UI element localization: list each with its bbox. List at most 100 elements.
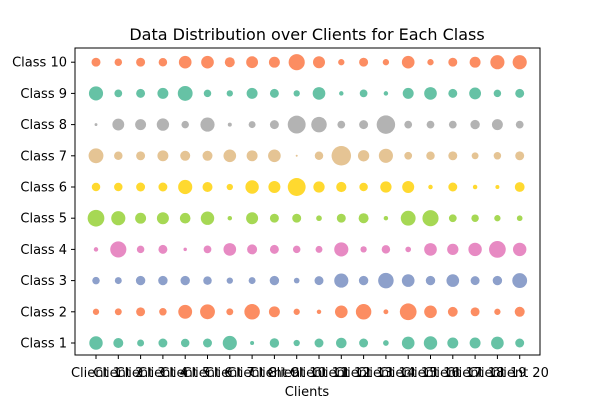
plot-frame bbox=[74, 47, 541, 356]
point-class8-client18 bbox=[470, 119, 480, 130]
point-class6-client12 bbox=[336, 181, 347, 193]
point-class3-client19 bbox=[492, 275, 503, 286]
point-class7-client1 bbox=[88, 148, 104, 164]
point-class3-client3 bbox=[135, 275, 146, 286]
point-class9-client6 bbox=[203, 89, 212, 98]
point-class2-client20 bbox=[514, 306, 525, 317]
point-class3-client10 bbox=[293, 277, 300, 284]
point-class8-client9 bbox=[269, 120, 279, 130]
point-class4-client7 bbox=[223, 243, 237, 256]
point-class6-client16 bbox=[428, 184, 433, 190]
point-class2-client17 bbox=[447, 306, 458, 317]
y-tick-label: Class 8 bbox=[20, 118, 67, 133]
point-class9-client19 bbox=[493, 89, 502, 98]
point-class4-client19 bbox=[489, 241, 506, 258]
point-class10-client14 bbox=[382, 59, 390, 66]
point-class9-client8 bbox=[246, 87, 258, 99]
point-class4-client17 bbox=[447, 243, 459, 256]
point-class6-client3 bbox=[136, 182, 146, 192]
point-class5-client6 bbox=[200, 211, 215, 225]
point-class6-client9 bbox=[268, 181, 281, 193]
y-tick-label: Class 10 bbox=[12, 56, 67, 71]
point-class7-client8 bbox=[246, 150, 258, 162]
point-class5-client10 bbox=[292, 213, 302, 223]
point-class5-client2 bbox=[111, 211, 126, 226]
point-class2-client10 bbox=[293, 308, 300, 315]
point-class8-client17 bbox=[448, 120, 457, 129]
point-class4-client8 bbox=[247, 244, 258, 255]
point-class7-client15 bbox=[404, 151, 413, 160]
point-class1-client20 bbox=[515, 338, 525, 348]
point-class7-client13 bbox=[357, 150, 370, 162]
point-class10-client11 bbox=[313, 56, 325, 69]
point-class9-client18 bbox=[469, 87, 482, 100]
x-tick-label: Client 15 bbox=[379, 366, 437, 381]
point-class4-client1 bbox=[93, 247, 99, 252]
point-class1-client13 bbox=[359, 338, 369, 348]
point-class8-client19 bbox=[491, 119, 503, 131]
point-class9-client17 bbox=[448, 88, 458, 98]
point-class5-client9 bbox=[269, 213, 279, 223]
point-class3-client5 bbox=[180, 275, 190, 286]
x-axis-label: Clients bbox=[285, 385, 330, 400]
point-class4-client2 bbox=[110, 241, 127, 258]
point-class5-client11 bbox=[316, 215, 322, 222]
point-class7-client19 bbox=[493, 152, 502, 160]
marks-layer bbox=[87, 54, 528, 351]
point-class1-client2 bbox=[113, 338, 124, 348]
y-ticks: Class 1 Class 2 Class 3 Class 4 Class 5 Class… bbox=[12, 56, 75, 352]
point-class2-client11 bbox=[316, 309, 322, 315]
x-tick-label: Client 18 bbox=[446, 366, 504, 381]
point-class3-client12 bbox=[334, 273, 349, 288]
point-class5-client3 bbox=[135, 212, 147, 224]
point-class2-client16 bbox=[424, 305, 437, 319]
point-class7-client11 bbox=[314, 151, 324, 161]
point-class3-client1 bbox=[92, 276, 100, 285]
point-class8-client1 bbox=[94, 123, 98, 127]
point-class7-client7 bbox=[223, 149, 237, 163]
point-class10-client19 bbox=[490, 55, 505, 70]
point-class9-client20 bbox=[515, 88, 525, 98]
point-class7-client2 bbox=[114, 151, 123, 161]
point-class1-client1 bbox=[89, 336, 103, 350]
point-class4-client3 bbox=[136, 245, 145, 254]
point-class2-client3 bbox=[136, 307, 146, 317]
point-class5-client7 bbox=[227, 215, 233, 221]
point-class2-client8 bbox=[244, 304, 260, 320]
point-class3-client4 bbox=[158, 275, 168, 286]
point-class9-client11 bbox=[312, 87, 326, 100]
point-class3-client9 bbox=[269, 275, 280, 286]
point-class4-client10 bbox=[292, 245, 301, 254]
point-class9-client4 bbox=[157, 87, 169, 99]
point-class7-client3 bbox=[136, 151, 146, 161]
point-class2-client4 bbox=[159, 308, 167, 316]
x-tick-label: Client 14 bbox=[357, 366, 415, 381]
point-class3-client16 bbox=[425, 275, 436, 286]
x-tick-label: Client 6 bbox=[182, 366, 232, 381]
point-class8-client12 bbox=[337, 120, 346, 129]
point-class10-client2 bbox=[114, 58, 123, 66]
point-class5-client14 bbox=[383, 215, 389, 221]
point-class3-client6 bbox=[203, 276, 212, 285]
point-class10-client16 bbox=[427, 59, 434, 66]
x-tick-label: Client 1 bbox=[71, 366, 121, 381]
x-tick-label: Client 3 bbox=[116, 366, 166, 381]
y-tick-label: Class 5 bbox=[20, 212, 67, 227]
point-class10-client1 bbox=[91, 57, 101, 67]
point-class4-client14 bbox=[381, 245, 391, 254]
point-class5-client19 bbox=[494, 215, 501, 222]
point-class7-client6 bbox=[202, 150, 213, 161]
point-class1-client17 bbox=[447, 337, 459, 349]
point-class2-client14 bbox=[383, 309, 389, 315]
point-class4-client12 bbox=[334, 242, 349, 257]
point-class8-client16 bbox=[426, 120, 435, 129]
point-class5-client17 bbox=[448, 214, 457, 223]
point-class6-client4 bbox=[158, 182, 168, 192]
x-tick-label: Client 10 bbox=[268, 366, 326, 381]
point-class8-client13 bbox=[359, 120, 369, 130]
point-class6-client8 bbox=[245, 180, 259, 194]
x-tick-label: Client 20 bbox=[491, 366, 549, 381]
point-class5-client12 bbox=[336, 213, 346, 223]
point-class2-client18 bbox=[470, 307, 480, 317]
